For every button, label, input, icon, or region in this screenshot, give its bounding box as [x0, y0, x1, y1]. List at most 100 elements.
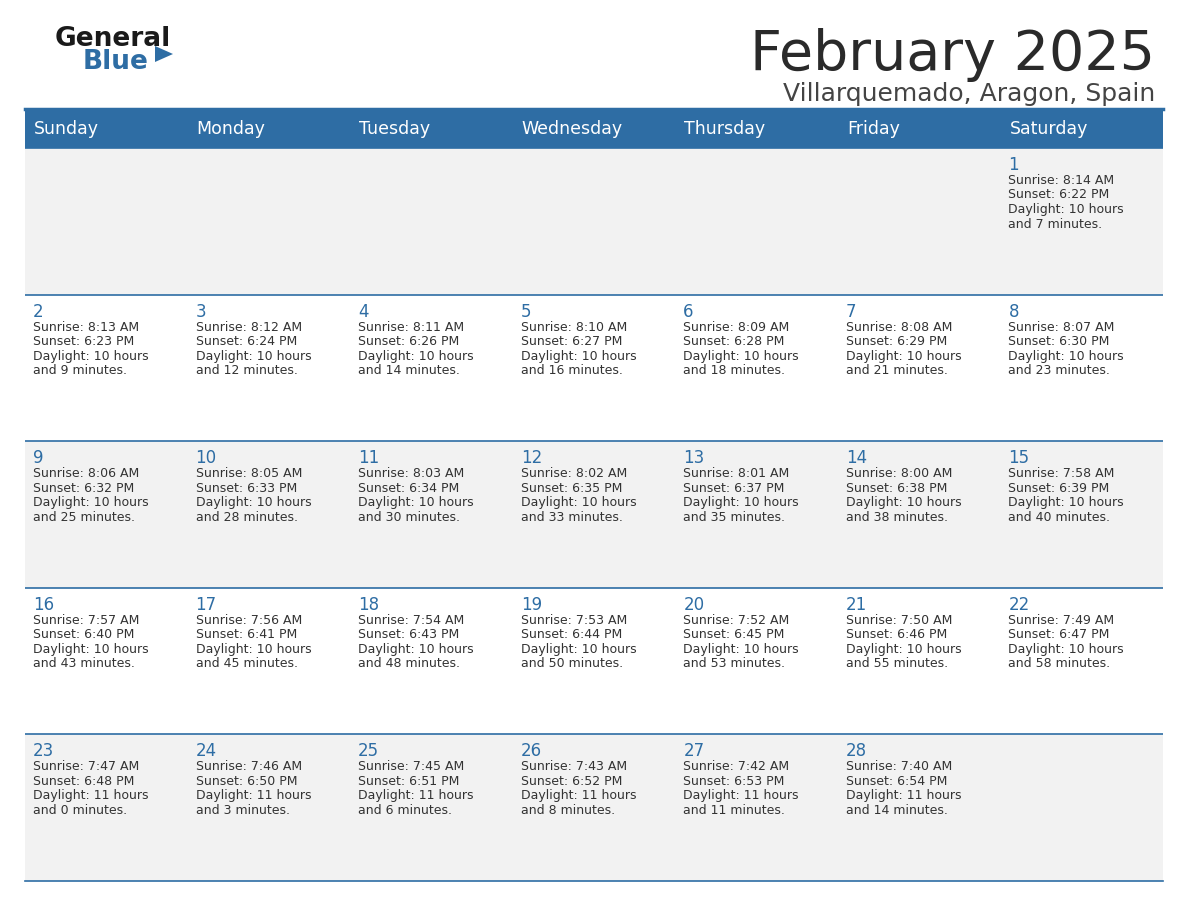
Bar: [675, 442, 838, 588]
Text: Sunrise: 7:53 AM: Sunrise: 7:53 AM: [520, 614, 627, 627]
Polygon shape: [154, 46, 173, 62]
Text: Sunrise: 7:57 AM: Sunrise: 7:57 AM: [33, 614, 139, 627]
Text: Sunset: 6:44 PM: Sunset: 6:44 PM: [520, 628, 623, 642]
Text: and 0 minutes.: and 0 minutes.: [33, 804, 127, 817]
Text: Sunrise: 8:12 AM: Sunrise: 8:12 AM: [196, 320, 302, 333]
Text: Sunrise: 8:09 AM: Sunrise: 8:09 AM: [683, 320, 790, 333]
Text: and 50 minutes.: and 50 minutes.: [520, 657, 623, 670]
Text: Daylight: 10 hours: Daylight: 10 hours: [1009, 497, 1124, 509]
Text: 18: 18: [358, 596, 379, 614]
Text: Sunrise: 8:13 AM: Sunrise: 8:13 AM: [33, 320, 139, 333]
Bar: [513, 111, 675, 148]
Text: 27: 27: [683, 743, 704, 760]
Text: Daylight: 10 hours: Daylight: 10 hours: [33, 643, 148, 655]
Text: Daylight: 10 hours: Daylight: 10 hours: [358, 497, 474, 509]
Text: and 35 minutes.: and 35 minutes.: [683, 510, 785, 523]
Bar: [25, 442, 188, 588]
Text: Daylight: 10 hours: Daylight: 10 hours: [520, 497, 637, 509]
Text: Sunrise: 7:43 AM: Sunrise: 7:43 AM: [520, 760, 627, 773]
Text: Sunrise: 8:11 AM: Sunrise: 8:11 AM: [358, 320, 465, 333]
Text: Sunrise: 7:58 AM: Sunrise: 7:58 AM: [1009, 467, 1114, 480]
Text: and 14 minutes.: and 14 minutes.: [358, 364, 460, 377]
Bar: [1000, 734, 1163, 881]
Text: and 38 minutes.: and 38 minutes.: [846, 510, 948, 523]
Text: Daylight: 10 hours: Daylight: 10 hours: [1009, 643, 1124, 655]
Text: Sunset: 6:47 PM: Sunset: 6:47 PM: [1009, 628, 1110, 642]
Text: Daylight: 10 hours: Daylight: 10 hours: [358, 643, 474, 655]
Text: and 8 minutes.: and 8 minutes.: [520, 804, 615, 817]
Text: and 53 minutes.: and 53 minutes.: [683, 657, 785, 670]
Text: Sunrise: 8:05 AM: Sunrise: 8:05 AM: [196, 467, 302, 480]
Text: Sunrise: 7:49 AM: Sunrise: 7:49 AM: [1009, 614, 1114, 627]
Text: Daylight: 10 hours: Daylight: 10 hours: [846, 350, 961, 363]
Bar: [350, 295, 513, 442]
Bar: [25, 111, 188, 148]
Text: Sunset: 6:32 PM: Sunset: 6:32 PM: [33, 482, 134, 495]
Text: Sunset: 6:34 PM: Sunset: 6:34 PM: [358, 482, 460, 495]
Text: Daylight: 10 hours: Daylight: 10 hours: [846, 497, 961, 509]
Text: 4: 4: [358, 303, 368, 320]
Text: Villarquemado, Aragon, Spain: Villarquemado, Aragon, Spain: [783, 82, 1155, 106]
Text: 10: 10: [196, 449, 216, 467]
Text: Sunset: 6:35 PM: Sunset: 6:35 PM: [520, 482, 623, 495]
Text: Daylight: 11 hours: Daylight: 11 hours: [33, 789, 148, 802]
Text: Sunrise: 7:54 AM: Sunrise: 7:54 AM: [358, 614, 465, 627]
Text: 15: 15: [1009, 449, 1030, 467]
Text: Daylight: 10 hours: Daylight: 10 hours: [33, 497, 148, 509]
Bar: [25, 588, 188, 734]
Bar: [350, 111, 513, 148]
Bar: [188, 148, 350, 295]
Text: Sunset: 6:54 PM: Sunset: 6:54 PM: [846, 775, 947, 788]
Text: Saturday: Saturday: [1010, 120, 1088, 139]
Text: Daylight: 10 hours: Daylight: 10 hours: [520, 643, 637, 655]
Bar: [25, 734, 188, 881]
Text: Sunset: 6:24 PM: Sunset: 6:24 PM: [196, 335, 297, 348]
Bar: [675, 734, 838, 881]
Bar: [675, 148, 838, 295]
Text: 11: 11: [358, 449, 379, 467]
Bar: [350, 734, 513, 881]
Bar: [1000, 111, 1163, 148]
Text: Daylight: 11 hours: Daylight: 11 hours: [683, 789, 798, 802]
Text: General: General: [55, 26, 171, 52]
Text: 28: 28: [846, 743, 867, 760]
Bar: [188, 111, 350, 148]
Text: Daylight: 11 hours: Daylight: 11 hours: [358, 789, 474, 802]
Text: Sunset: 6:23 PM: Sunset: 6:23 PM: [33, 335, 134, 348]
Text: Tuesday: Tuesday: [359, 120, 430, 139]
Text: 17: 17: [196, 596, 216, 614]
Text: and 43 minutes.: and 43 minutes.: [33, 657, 135, 670]
Text: Sunset: 6:52 PM: Sunset: 6:52 PM: [520, 775, 623, 788]
Text: 12: 12: [520, 449, 542, 467]
Text: Daylight: 10 hours: Daylight: 10 hours: [196, 497, 311, 509]
Bar: [513, 148, 675, 295]
Text: Sunrise: 7:46 AM: Sunrise: 7:46 AM: [196, 760, 302, 773]
Text: and 23 minutes.: and 23 minutes.: [1009, 364, 1111, 377]
Text: and 55 minutes.: and 55 minutes.: [846, 657, 948, 670]
Text: February 2025: February 2025: [750, 28, 1155, 82]
Text: Sunrise: 7:47 AM: Sunrise: 7:47 AM: [33, 760, 139, 773]
Text: Daylight: 10 hours: Daylight: 10 hours: [683, 497, 798, 509]
Text: 21: 21: [846, 596, 867, 614]
Text: Sunset: 6:46 PM: Sunset: 6:46 PM: [846, 628, 947, 642]
Text: and 7 minutes.: and 7 minutes.: [1009, 218, 1102, 230]
Text: 16: 16: [33, 596, 55, 614]
Text: Sunset: 6:50 PM: Sunset: 6:50 PM: [196, 775, 297, 788]
Text: Sunrise: 8:03 AM: Sunrise: 8:03 AM: [358, 467, 465, 480]
Bar: [513, 734, 675, 881]
Text: Friday: Friday: [847, 120, 899, 139]
Text: 23: 23: [33, 743, 55, 760]
Text: Sunset: 6:45 PM: Sunset: 6:45 PM: [683, 628, 784, 642]
Text: Sunset: 6:53 PM: Sunset: 6:53 PM: [683, 775, 784, 788]
Text: Sunrise: 8:01 AM: Sunrise: 8:01 AM: [683, 467, 790, 480]
Text: 7: 7: [846, 303, 857, 320]
Text: Daylight: 10 hours: Daylight: 10 hours: [683, 350, 798, 363]
Text: Sunset: 6:43 PM: Sunset: 6:43 PM: [358, 628, 460, 642]
Text: Thursday: Thursday: [684, 120, 765, 139]
Bar: [1000, 295, 1163, 442]
Text: Sunset: 6:48 PM: Sunset: 6:48 PM: [33, 775, 134, 788]
Bar: [513, 588, 675, 734]
Text: 6: 6: [683, 303, 694, 320]
Text: Daylight: 10 hours: Daylight: 10 hours: [196, 643, 311, 655]
Bar: [188, 442, 350, 588]
